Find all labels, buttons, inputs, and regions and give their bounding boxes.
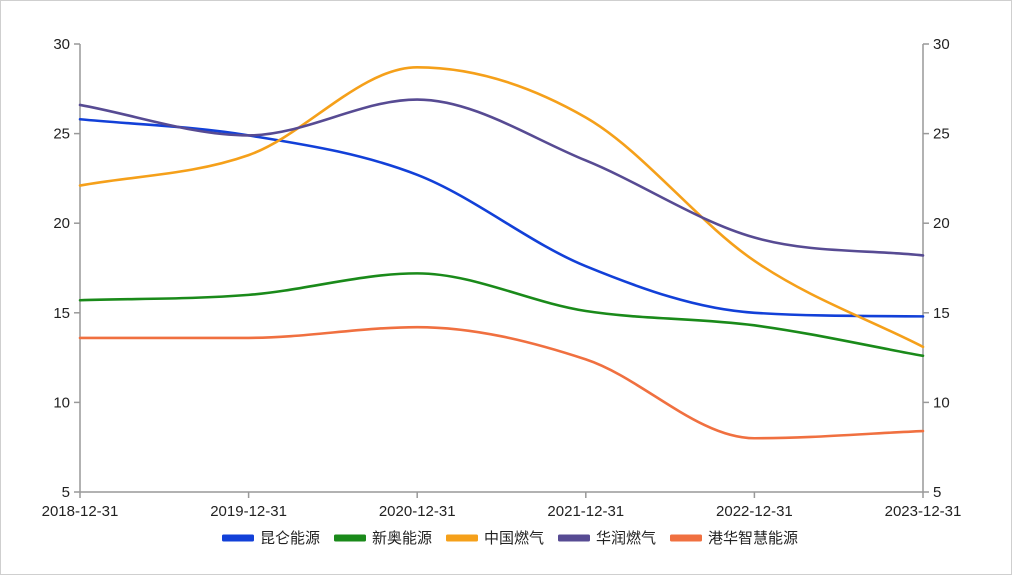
series-line-3 (78, 66, 925, 349)
y-tick-label-left: 15 (53, 305, 70, 322)
y-tick-label-right: 20 (933, 215, 950, 232)
legend-item-3[interactable]: 中国燃气 (446, 529, 544, 547)
legend-item-2[interactable]: 新奥能源 (334, 530, 432, 547)
legend-item-4[interactable]: 华润燃气 (558, 529, 656, 547)
series-line-5 (78, 325, 925, 440)
legend-label: 新奥能源 (372, 530, 432, 547)
chart-series (78, 66, 925, 440)
series-line-2 (78, 272, 925, 358)
x-tick-label: 2020-12-31 (379, 503, 456, 520)
legend-label: 华润燃气 (596, 529, 656, 547)
legend-swatch (558, 534, 590, 542)
x-tick-label: 2019-12-31 (210, 503, 287, 520)
y-tick-label-left: 10 (53, 394, 70, 411)
series-line-4 (78, 98, 925, 257)
y-tick-label-right: 5 (933, 484, 941, 501)
x-tick-label: 2022-12-31 (716, 503, 793, 520)
legend-swatch (446, 534, 478, 542)
x-tick-label: 2021-12-31 (547, 503, 624, 520)
chart-legend[interactable]: 昆仑能源 新奥能源 中国燃气 华润燃气 港华智慧能源 (222, 529, 798, 547)
legend-label: 中国燃气 (484, 529, 544, 547)
y-tick-label-left: 20 (53, 215, 70, 232)
legend-swatch (670, 534, 702, 542)
y-tick-label-right: 15 (933, 305, 950, 322)
legend-label: 港华智慧能源 (708, 529, 798, 547)
chart-axes: 5 10 15 20 25 30 5 10 15 20 25 30 2018-12-31 2019-12-… (42, 36, 962, 520)
y-tick-label-left: 30 (53, 36, 70, 53)
x-tick-label: 2018-12-31 (42, 503, 119, 520)
y-tick-label-left: 25 (53, 126, 70, 143)
legend-label: 昆仑能源 (260, 530, 320, 547)
y-tick-label-right: 10 (933, 394, 950, 411)
legend-swatch (222, 534, 254, 542)
legend-item-5[interactable]: 港华智慧能源 (670, 529, 798, 547)
series-line-1 (78, 117, 925, 318)
legend-item-1[interactable]: 昆仑能源 (222, 530, 320, 547)
x-tick-label: 2023-12-31 (885, 503, 962, 520)
y-tick-label-left: 5 (62, 484, 70, 501)
legend-swatch (334, 534, 366, 542)
y-tick-label-right: 25 (933, 126, 950, 143)
y-tick-label-right: 30 (933, 36, 950, 53)
